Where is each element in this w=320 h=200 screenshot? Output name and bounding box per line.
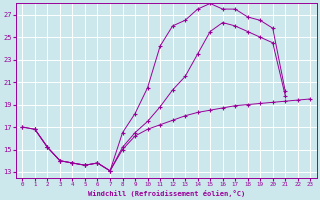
X-axis label: Windchill (Refroidissement éolien,°C): Windchill (Refroidissement éolien,°C) [88,190,245,197]
